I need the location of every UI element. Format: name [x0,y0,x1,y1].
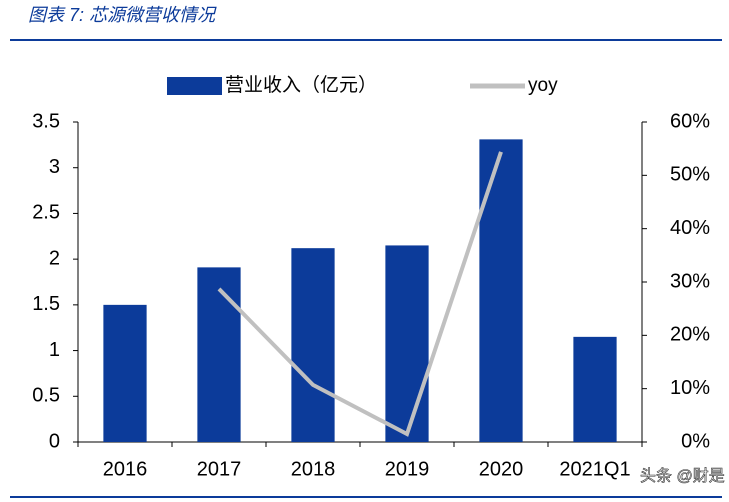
legend-label: 营业收入（亿元） [225,74,377,96]
bar [385,245,429,442]
bar [197,267,241,442]
y-tick-label: 3.5 [32,110,60,132]
x-tick-label: 2018 [291,458,336,480]
x-tick-label: 2016 [103,458,148,480]
y-tick-label: 1 [49,339,60,361]
title: 图表 7: 芯源微营收情况 [28,5,217,25]
y-tick-label: 3 [49,156,60,178]
y2-tick-label: 50% [670,164,710,186]
x-tick-label: 2017 [197,458,242,480]
y2-tick-label: 20% [670,324,710,346]
bar [479,139,523,442]
x-tick-label: 2019 [385,458,430,480]
line [217,151,503,437]
x-tick-label: 2021Q1 [559,458,630,480]
bar [573,336,617,442]
y2-tick-label: 10% [670,377,710,399]
y-tick-label: 1.5 [32,293,60,315]
y2-tick-label: 30% [670,270,710,292]
bar [103,304,147,442]
y2-tick-label: 60% [670,110,710,132]
legend-label: yoy [528,75,558,96]
y2-tick-label: 40% [670,217,710,239]
bar [291,248,335,442]
y-tick-label: 0.5 [32,385,60,407]
x-tick-label: 2020 [479,458,524,480]
y-tick-label: 2.5 [32,202,60,224]
legend-swatch [167,77,222,95]
y-tick-label: 2 [49,247,60,269]
watermark: 头条 @财是 [640,467,725,485]
y2-tick-label: 0% [681,430,710,452]
y-tick-label: 0 [49,430,60,452]
